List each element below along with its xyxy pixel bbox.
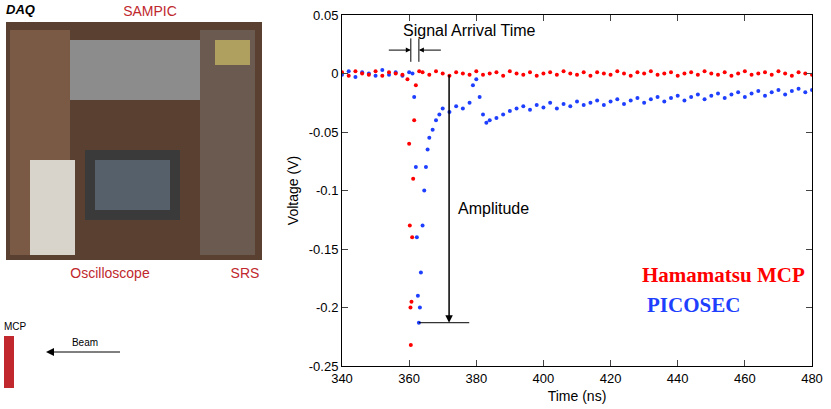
- svg-text:Signal Arrival Time: Signal Arrival Time: [403, 22, 536, 39]
- svg-text:-0.2: -0.2: [316, 300, 338, 315]
- svg-text:-0.05: -0.05: [309, 125, 339, 140]
- svg-text:-0.15: -0.15: [309, 242, 339, 257]
- svg-text:460: 460: [734, 371, 756, 386]
- svg-text:DAQ: DAQ: [6, 2, 35, 17]
- svg-text:0: 0: [331, 66, 338, 81]
- svg-text:SAMPIC: SAMPIC: [123, 3, 177, 19]
- svg-text:380: 380: [465, 371, 487, 386]
- svg-text:SRS: SRS: [231, 265, 260, 281]
- svg-text:Hamamatsu MCP: Hamamatsu MCP: [642, 263, 805, 287]
- svg-text:440: 440: [667, 371, 689, 386]
- svg-text:340: 340: [331, 371, 353, 386]
- svg-text:420: 420: [600, 371, 622, 386]
- svg-text:Time (ns): Time (ns): [548, 388, 607, 404]
- svg-text:480: 480: [801, 371, 823, 386]
- svg-text:Voltage (V): Voltage (V): [285, 156, 301, 225]
- svg-text:Beam: Beam: [72, 337, 98, 348]
- svg-text:Oscilloscope: Oscilloscope: [70, 265, 150, 281]
- svg-text:360: 360: [398, 371, 420, 386]
- svg-text:-0.25: -0.25: [309, 359, 339, 374]
- svg-text:Amplitude: Amplitude: [458, 200, 529, 217]
- svg-text:MCP: MCP: [4, 321, 27, 332]
- svg-text:400: 400: [533, 371, 555, 386]
- svg-text:0.05: 0.05: [313, 8, 338, 23]
- svg-text:PICOSEC: PICOSEC: [647, 293, 740, 317]
- svg-text:-0.1: -0.1: [316, 183, 338, 198]
